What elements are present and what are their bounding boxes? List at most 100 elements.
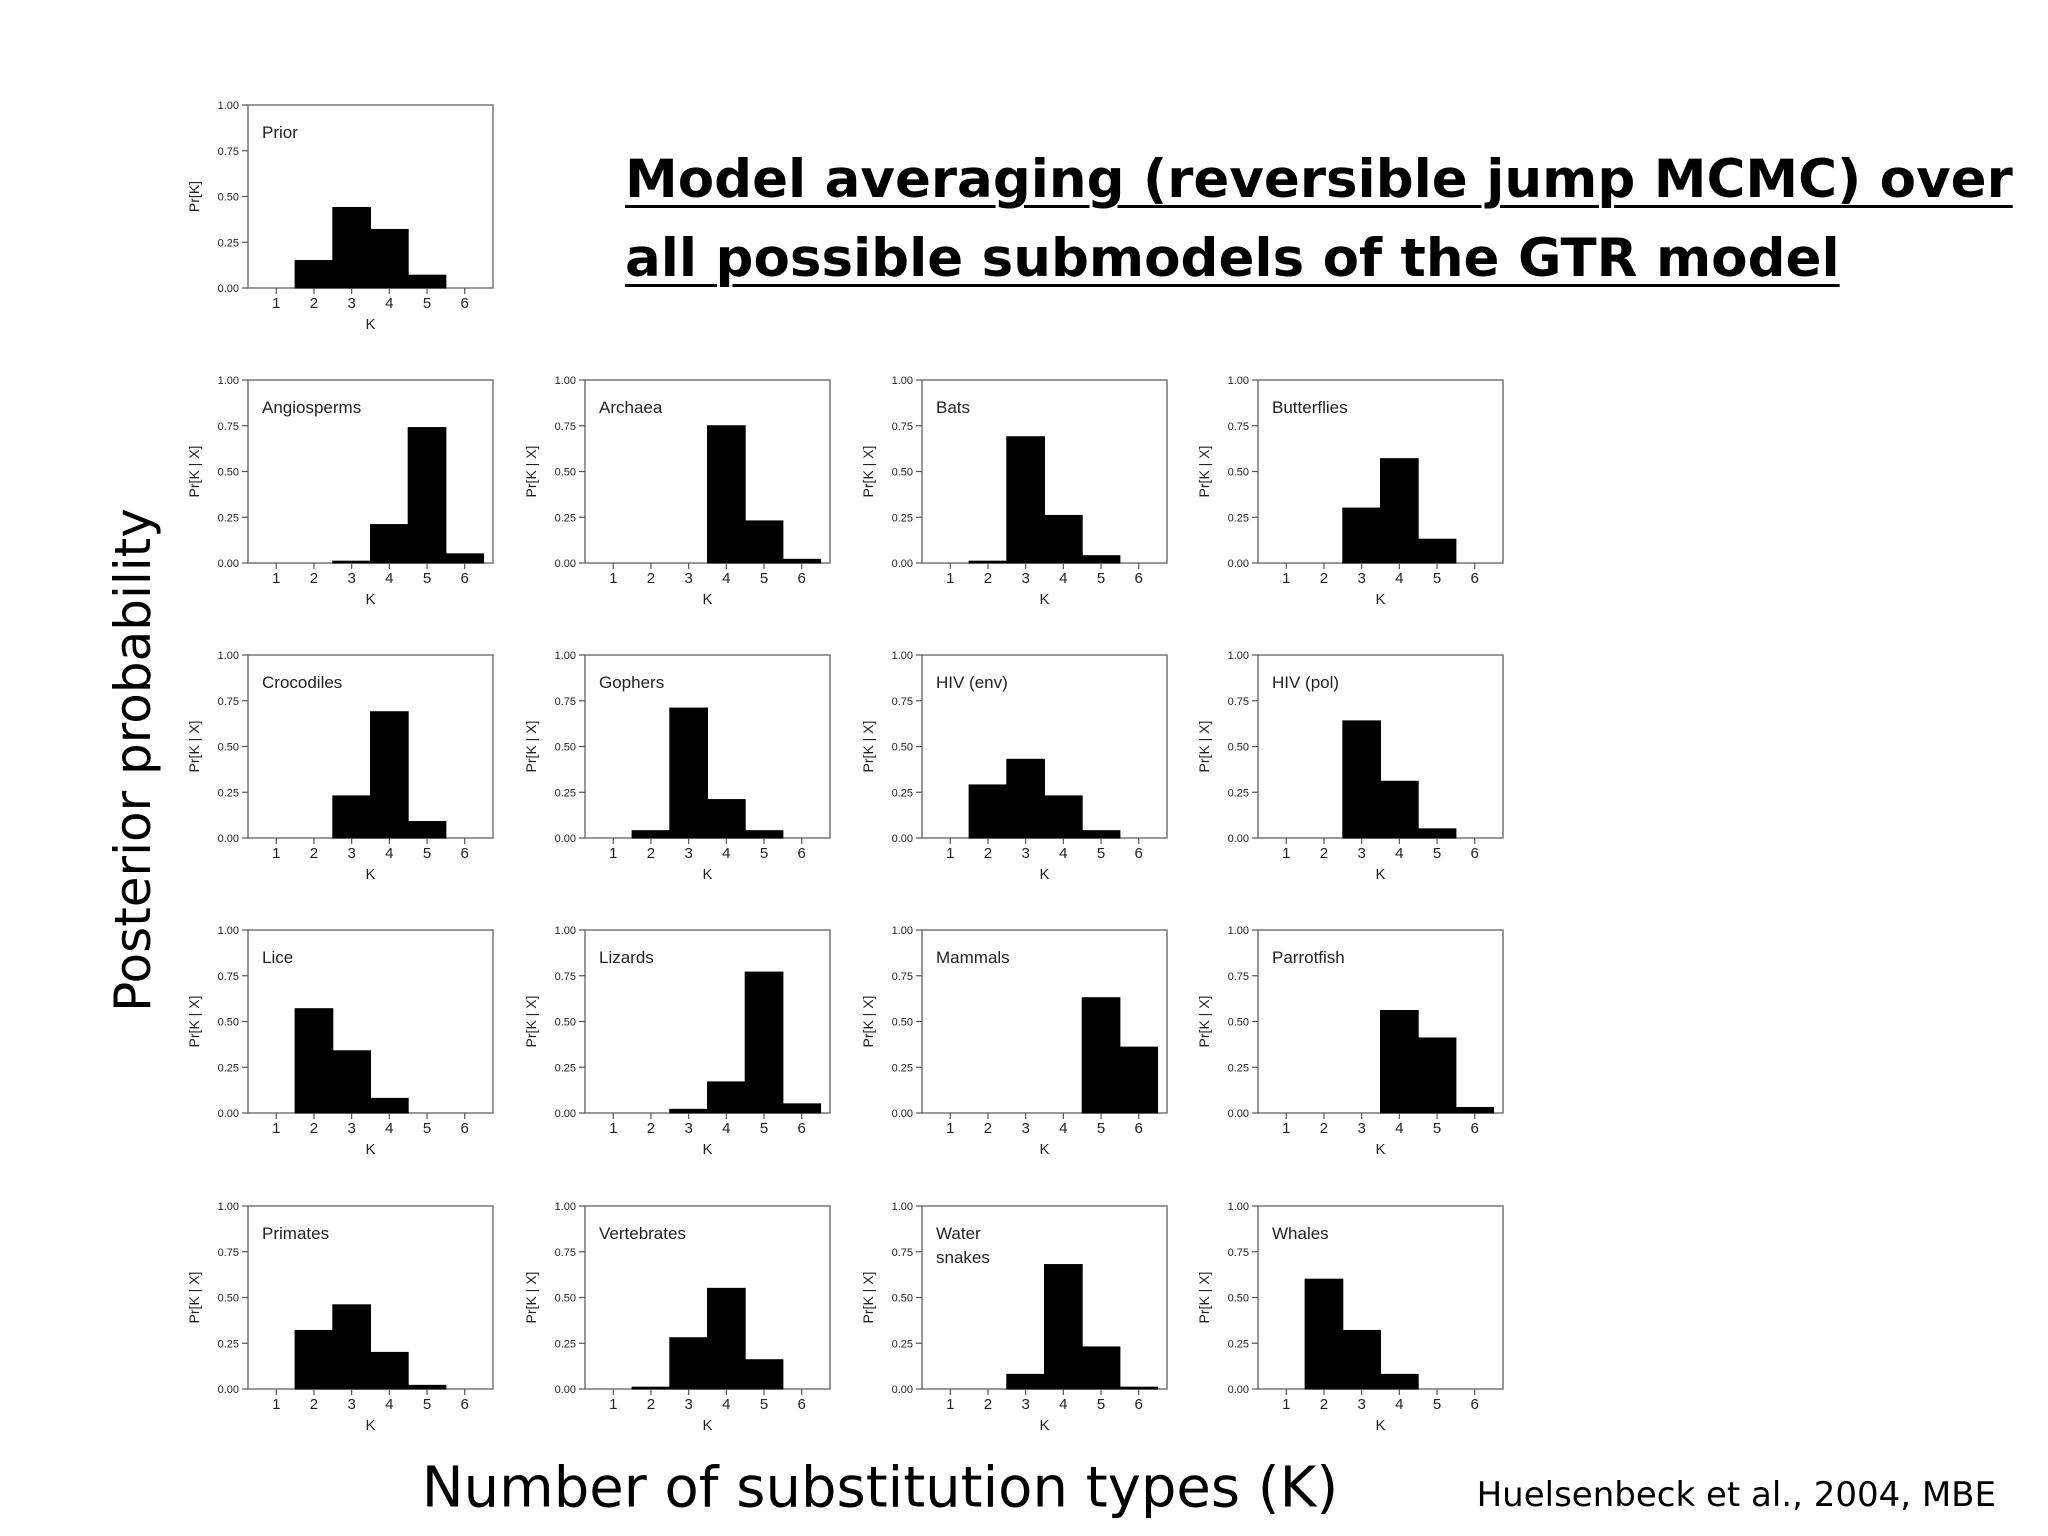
y-tick-label: 0.00 xyxy=(218,833,239,845)
histogram-bar xyxy=(1044,795,1083,839)
y-tick-label: 0.25 xyxy=(892,512,913,524)
y-tick-label: 1.00 xyxy=(1228,375,1249,387)
x-tick-label: 5 xyxy=(760,570,768,587)
x-tick-label: 4 xyxy=(1059,570,1067,587)
x-axis-label: K xyxy=(365,1417,375,1434)
x-tick-label: 3 xyxy=(347,1120,355,1137)
x-tick-label: 4 xyxy=(385,295,393,312)
histogram-bar xyxy=(332,795,371,839)
x-tick-label: 3 xyxy=(1357,1120,1365,1137)
y-tick-label: 0.25 xyxy=(892,1062,913,1074)
x-tick-label: 4 xyxy=(1059,845,1067,862)
y-tick-label: 0.75 xyxy=(218,696,239,708)
y-axis-label: Pr[K | X] xyxy=(860,1272,876,1324)
y-tick-label: 0.50 xyxy=(1228,742,1249,754)
y-tick-label: 0.75 xyxy=(1228,971,1249,983)
histogram-bar xyxy=(1119,1386,1159,1390)
y-tick-label: 1.00 xyxy=(892,925,913,937)
histogram-bar xyxy=(370,1097,409,1114)
y-tick-label: 0.25 xyxy=(218,1062,239,1074)
x-tick-label: 4 xyxy=(1395,1396,1403,1413)
x-tick-label: 6 xyxy=(461,295,469,312)
y-tick-label: 0.50 xyxy=(555,467,576,479)
x-tick-label: 5 xyxy=(423,295,431,312)
x-tick-label: 6 xyxy=(798,1120,806,1137)
histogram-bar xyxy=(1006,1373,1045,1390)
x-tick-label: 2 xyxy=(310,570,318,587)
x-axis-label: K xyxy=(365,316,375,333)
y-tick-label: 0.50 xyxy=(892,1017,913,1029)
y-tick-label: 0.75 xyxy=(218,971,239,983)
histogram-bar xyxy=(669,1337,708,1390)
y-axis-label: Pr[K | X] xyxy=(186,721,202,773)
histogram-bar xyxy=(744,830,784,839)
x-tick-label: 3 xyxy=(1021,1120,1029,1137)
y-tick-label: 0.00 xyxy=(555,558,576,570)
x-tick-label: 2 xyxy=(647,1396,655,1413)
y-axis-label: Pr[K | X] xyxy=(860,446,876,498)
histogram-bar xyxy=(1342,507,1382,564)
x-tick-label: 2 xyxy=(1320,1120,1328,1137)
x-axis-label: K xyxy=(702,1141,712,1158)
x-tick-label: 5 xyxy=(760,845,768,862)
x-tick-label: 3 xyxy=(684,1396,692,1413)
x-axis-label: K xyxy=(702,1417,712,1434)
y-tick-label: 1.00 xyxy=(218,925,239,937)
x-tick-label: 4 xyxy=(385,1120,393,1137)
x-tick-label: 6 xyxy=(1135,570,1143,587)
x-tick-label: 1 xyxy=(946,1396,954,1413)
x-tick-label: 1 xyxy=(609,1396,617,1413)
histogram-panel: 0.00 0.25 0.50 0.75 1.00 1 2 3 4 5 6 K Pr[K | X] Wate… xyxy=(860,1201,1168,1434)
x-tick-label: 1 xyxy=(609,845,617,862)
y-tick-label: 0.25 xyxy=(1228,787,1249,799)
histogram-bar xyxy=(1081,555,1121,564)
slide-title: Model averaging (reversible jump MCMC) o… xyxy=(625,140,2013,298)
histogram-panel: 0.00 0.25 0.50 0.75 1.00 1 2 3 4 5 6 K Pr[K] Prior xyxy=(186,100,494,333)
histogram-bar xyxy=(1380,458,1419,564)
x-tick-label: 6 xyxy=(1135,845,1143,862)
histogram-panel: 0.00 0.25 0.50 0.75 1.00 1 2 3 4 5 6 K Pr[K | X] Parr… xyxy=(1196,925,1504,1158)
y-tick-label: 0.75 xyxy=(892,971,913,983)
y-tick-label: 0.50 xyxy=(218,742,239,754)
x-tick-label: 2 xyxy=(1320,845,1328,862)
histogram-bar xyxy=(370,228,409,289)
histogram-bar xyxy=(1417,828,1457,839)
histogram-panel: 0.00 0.25 0.50 0.75 1.00 1 2 3 4 5 6 K Pr[K | X] Arch… xyxy=(523,375,831,608)
y-tick-label: 0.50 xyxy=(892,1293,913,1305)
histogram-bar xyxy=(407,427,447,564)
x-tick-label: 1 xyxy=(946,570,954,587)
x-tick-label: 1 xyxy=(609,570,617,587)
panel-title: Vertebrates xyxy=(599,1224,686,1243)
y-tick-label: 0.00 xyxy=(892,1384,913,1396)
y-tick-label: 0.25 xyxy=(892,787,913,799)
y-tick-label: 0.00 xyxy=(218,1108,239,1120)
histogram-bar xyxy=(294,260,334,289)
histogram-panel: 0.00 0.25 0.50 0.75 1.00 1 2 3 4 5 6 K Pr[K | X] Goph… xyxy=(523,650,831,883)
y-tick-label: 0.75 xyxy=(555,1247,576,1259)
x-tick-label: 2 xyxy=(984,1396,992,1413)
y-axis-label: Pr[K | X] xyxy=(523,996,539,1048)
x-axis-label: K xyxy=(1039,1417,1049,1434)
x-tick-label: 1 xyxy=(272,570,280,587)
panel-title: Lizards xyxy=(599,948,654,967)
y-tick-label: 0.25 xyxy=(218,1338,239,1350)
y-axis-label: Pr[K | X] xyxy=(523,721,539,773)
panel-title: Angiosperms xyxy=(262,398,361,417)
x-tick-label: 1 xyxy=(272,1120,280,1137)
y-tick-label: 0.00 xyxy=(892,833,913,845)
histogram-bar xyxy=(407,274,447,289)
histogram-bar xyxy=(744,520,784,564)
y-tick-label: 0.75 xyxy=(892,1247,913,1259)
histogram-bar xyxy=(707,799,746,839)
x-tick-label: 4 xyxy=(1395,570,1403,587)
histogram-panel: 0.00 0.25 0.50 0.75 1.00 1 2 3 4 5 6 K Pr[K | X] Whal… xyxy=(1196,1201,1504,1434)
histogram-bar xyxy=(1081,830,1121,839)
y-tick-label: 1.00 xyxy=(892,650,913,662)
histogram-bar xyxy=(707,1081,746,1114)
x-tick-label: 4 xyxy=(722,845,730,862)
y-tick-label: 0.75 xyxy=(218,146,239,158)
panel-title: Bats xyxy=(936,398,970,417)
y-tick-label: 0.00 xyxy=(218,283,239,295)
x-tick-label: 5 xyxy=(1097,570,1105,587)
y-tick-label: 0.75 xyxy=(1228,696,1249,708)
